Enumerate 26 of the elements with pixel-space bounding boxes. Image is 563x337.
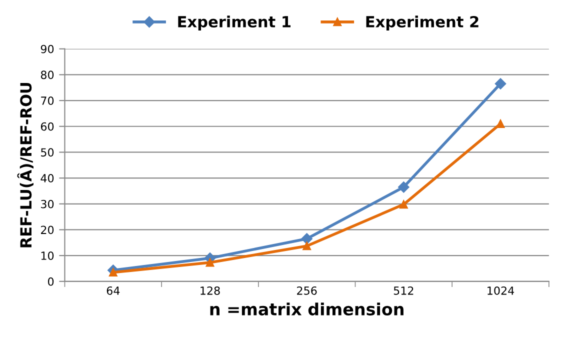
x-tick-label: 1024 [488, 286, 514, 295]
y-tick-label: 50 [41, 148, 54, 157]
point [108, 268, 118, 277]
point [398, 181, 410, 193]
point [206, 258, 214, 267]
y-tick-label: 60 [40, 122, 54, 131]
x-tick-label: 128 [200, 286, 220, 295]
y-tick-label: 70 [41, 96, 54, 105]
y-tick-label: 20 [41, 226, 54, 234]
x-axis-title: n =matrix dimension [210, 302, 404, 316]
x-tick-label: 64 [106, 286, 120, 295]
y-tick-label: 80 [40, 70, 54, 80]
y-tick-label: 10 [41, 252, 54, 260]
x-tick-label: 256 [297, 286, 317, 295]
point [400, 200, 408, 209]
legend-label: Experiment 1 [178, 16, 291, 30]
y-tick-label: 30 [41, 200, 54, 208]
y-tick-label: 90 [40, 44, 54, 54]
y-tick-label: 40 [40, 174, 54, 182]
point [301, 233, 312, 244]
legend-label: Experiment 2 [366, 16, 478, 30]
x-tick-label: 512 [394, 286, 414, 295]
point [302, 242, 311, 250]
y-tick-label: 0 [48, 277, 54, 286]
y-axis-title: REF-LU(Â)/REF-ROU [17, 82, 34, 248]
point [494, 78, 506, 90]
